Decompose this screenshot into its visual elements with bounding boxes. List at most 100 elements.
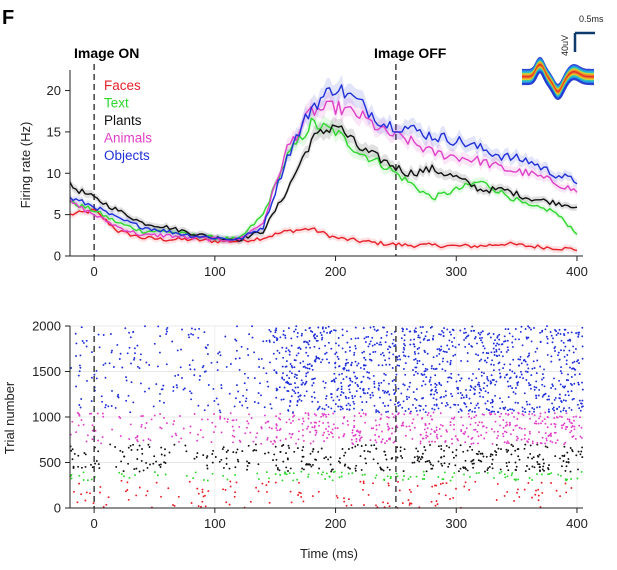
spike-dot [384, 454, 387, 456]
spike-dot [463, 473, 465, 476]
spike-dot [409, 343, 412, 346]
spike-dot [212, 431, 215, 434]
spike-dot [305, 346, 308, 349]
spike-dot [567, 394, 570, 397]
spike-dot [484, 470, 486, 473]
spike-dot [306, 367, 309, 370]
spike-dot [543, 385, 546, 388]
spike-dot [323, 408, 326, 411]
spike-dot [347, 396, 350, 399]
spike-dot [160, 427, 163, 430]
spike-dot [148, 364, 151, 366]
spike-dot [437, 445, 440, 448]
spike-dot [491, 467, 494, 470]
spike-dot [425, 470, 428, 473]
spike-dot [465, 405, 468, 408]
spike-dot [440, 402, 443, 405]
spike-dot [543, 368, 545, 371]
spike-dot [497, 447, 500, 450]
spike-dot [82, 471, 85, 474]
spike-dot [396, 426, 399, 429]
spike-dot [452, 456, 455, 459]
spike-dot [400, 392, 403, 395]
spike-dot [573, 428, 576, 431]
spike-dot [223, 417, 226, 420]
spike-dot [561, 454, 564, 457]
spike-dot [158, 464, 161, 466]
spike-dot [272, 334, 275, 337]
spike-dot [523, 437, 526, 440]
spike-dot [554, 455, 557, 458]
spike-dot [367, 387, 370, 390]
spike-dot [78, 474, 81, 477]
spike-dot [334, 403, 337, 406]
spike-dot [414, 407, 417, 409]
spike-dot [490, 453, 492, 456]
spike-dot [539, 412, 542, 415]
spike-dot [316, 401, 319, 403]
annotation-image-off: Image OFF [374, 45, 447, 61]
spike-dot [435, 403, 438, 406]
spike-dot [389, 438, 391, 441]
spike-dot [304, 366, 307, 369]
spike-dot [490, 363, 493, 366]
spike-dot [577, 383, 580, 386]
spike-dot [403, 475, 405, 477]
spike-dot [563, 355, 566, 358]
spike-dot [492, 369, 495, 372]
spike-dot [571, 425, 574, 427]
spike-dot [127, 446, 130, 449]
spike-dot [337, 387, 340, 390]
spike-dot [282, 356, 285, 359]
spike-dot [259, 382, 261, 385]
spike-dot [260, 426, 263, 429]
spike-dot [387, 404, 390, 407]
spike-dot [488, 411, 491, 414]
spike-dot [506, 440, 509, 443]
spike-dot [464, 481, 467, 484]
spike-dot [507, 385, 510, 388]
spike-dot [544, 422, 547, 425]
spike-dot [237, 390, 240, 393]
spike-dot [514, 449, 517, 452]
spike-dot [474, 388, 476, 391]
spike-dot [298, 370, 301, 373]
spike-dot [507, 328, 510, 331]
spike-dot [547, 473, 550, 476]
spike-dot [527, 336, 530, 339]
spike-dot [77, 465, 80, 468]
spike-dot [297, 438, 300, 441]
spike-dot [211, 453, 214, 455]
spike-dot [473, 416, 476, 419]
spike-dot [193, 368, 196, 371]
spike-dot [498, 354, 501, 357]
spike-dot [129, 423, 132, 426]
spike-dot [279, 336, 282, 339]
spike-dot [560, 416, 563, 418]
spike-dot [457, 439, 460, 442]
spike-dot [382, 402, 385, 404]
spike-dot [220, 384, 223, 387]
spike-dot [375, 441, 378, 444]
spike-dot [485, 361, 488, 364]
spike-dot [379, 417, 382, 420]
spike-dot [558, 358, 561, 361]
spike-dot [390, 432, 393, 435]
spike-dot [474, 407, 477, 410]
spike-dot [308, 363, 311, 365]
spike-dot [312, 440, 315, 443]
spike-dot [570, 478, 573, 480]
spike-dot [416, 484, 419, 487]
spike-dot [442, 350, 445, 353]
spike-dot [354, 381, 357, 384]
spike-dot [434, 504, 437, 507]
spike-dot [199, 375, 202, 377]
spike-dot [135, 494, 138, 497]
spike-dot [559, 370, 562, 373]
spike-dot [547, 410, 550, 413]
spike-dot [535, 397, 538, 400]
spike-dot [392, 416, 395, 419]
spike-dot [578, 362, 580, 365]
spike-dot [361, 408, 364, 411]
spike-dot [155, 481, 158, 484]
